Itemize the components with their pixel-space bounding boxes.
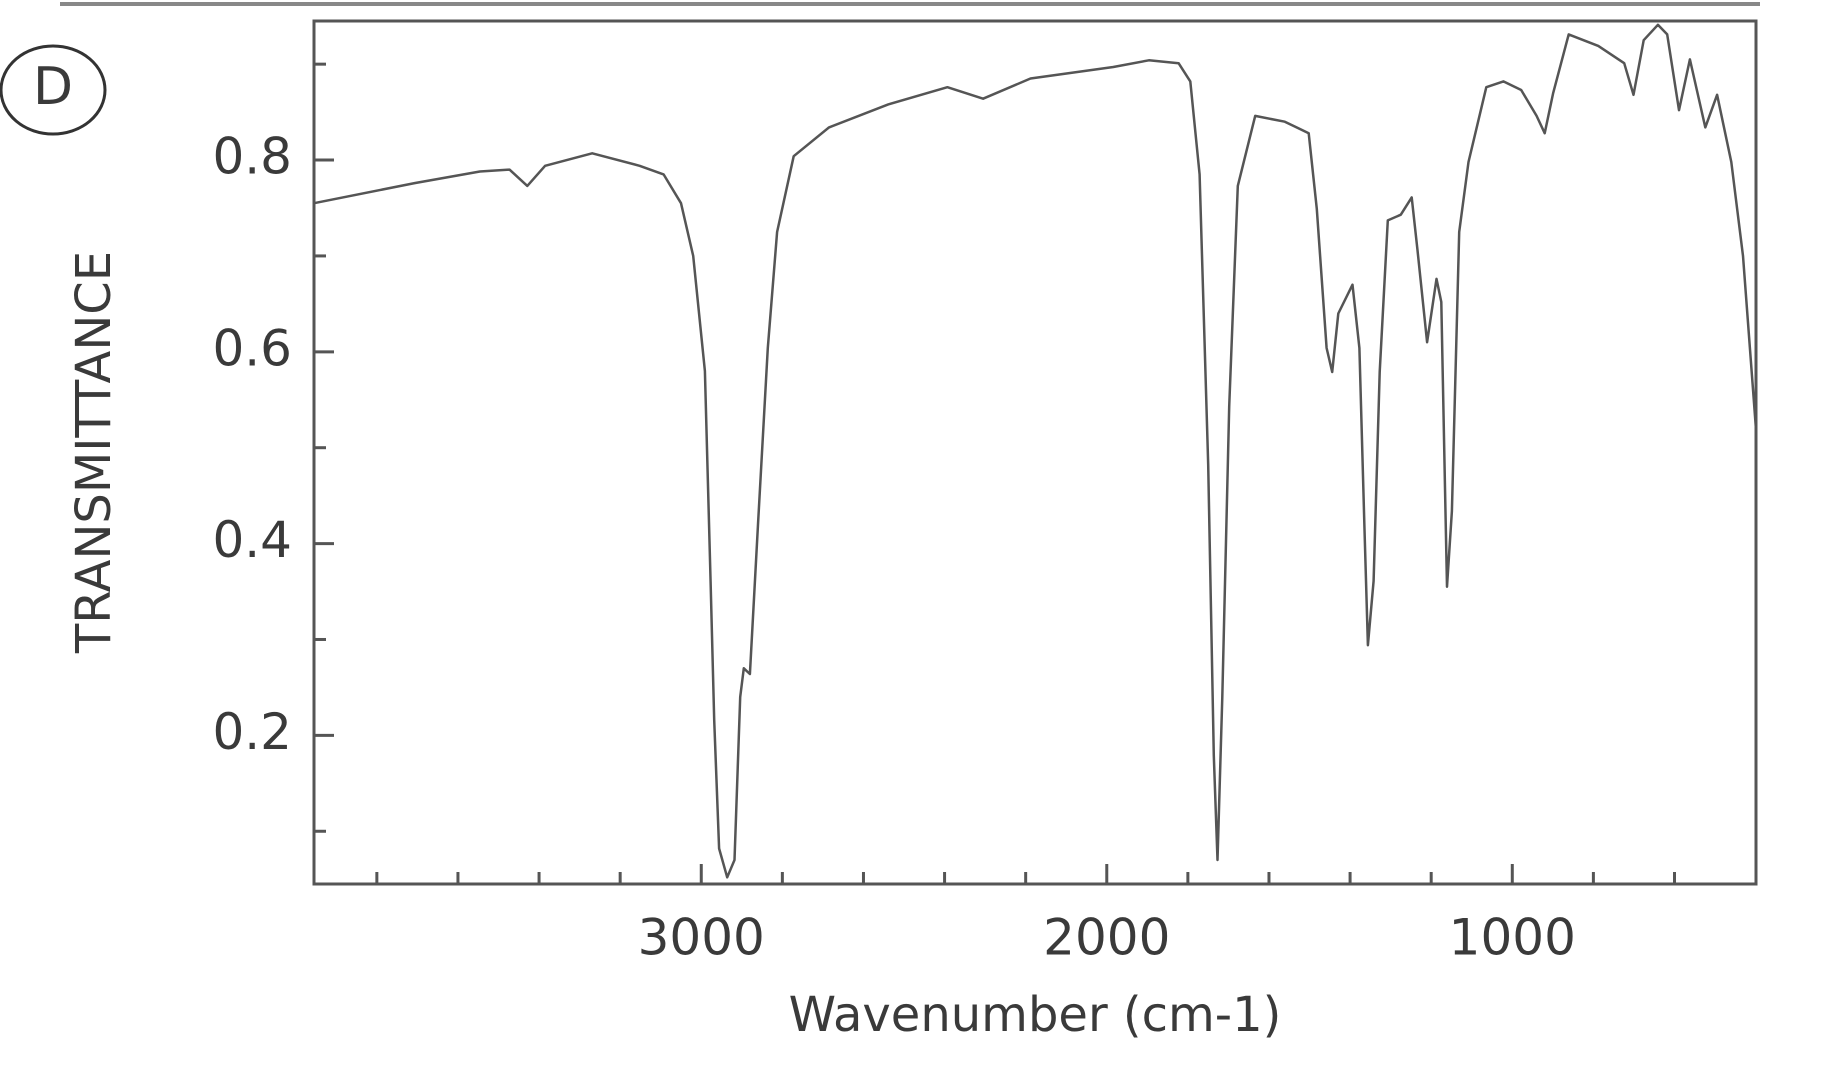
annotation: D xyxy=(33,57,73,117)
plot-frame xyxy=(312,19,1758,886)
x-tick-label: 2000 xyxy=(1043,909,1170,967)
spectrum-line xyxy=(313,23,1758,879)
annotation-circle xyxy=(0,44,107,136)
y-axis-title: TRANSMITTANCE xyxy=(66,251,122,654)
x-tick-label: 1000 xyxy=(1449,909,1576,967)
y-tick-label: 0.4 xyxy=(212,511,292,569)
x-axis-title: Wavenumber (cm-1) xyxy=(789,987,1282,1043)
x-tick-label: 3000 xyxy=(638,909,765,967)
y-tick-label: 0.6 xyxy=(212,319,292,377)
y-tick-label: 0.8 xyxy=(212,128,292,186)
y-tick-label: 0.2 xyxy=(212,703,292,761)
